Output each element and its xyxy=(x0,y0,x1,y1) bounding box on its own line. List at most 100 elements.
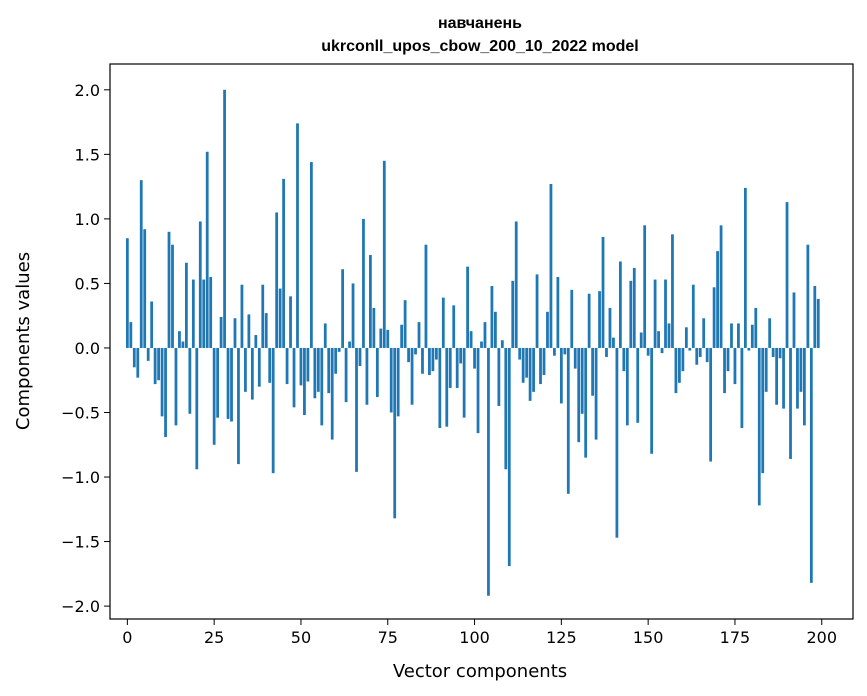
y-axis-label: Components values xyxy=(13,252,34,430)
bar xyxy=(369,255,372,348)
bar xyxy=(181,341,185,348)
bar xyxy=(462,347,466,418)
bar xyxy=(125,238,129,348)
bar xyxy=(539,347,542,385)
bar xyxy=(681,347,685,372)
bar xyxy=(691,284,695,348)
bar xyxy=(448,347,452,388)
bar xyxy=(580,347,584,414)
bar xyxy=(514,221,518,348)
bar xyxy=(559,347,563,404)
y-tick-label: 0.5 xyxy=(75,274,100,293)
bar xyxy=(497,347,501,407)
bar xyxy=(455,347,459,388)
bar xyxy=(393,347,397,519)
bar xyxy=(792,292,796,348)
bar xyxy=(678,347,681,383)
bar xyxy=(289,296,292,348)
bar xyxy=(587,293,591,348)
bar xyxy=(209,276,213,348)
bar xyxy=(803,347,806,426)
bar xyxy=(223,89,226,348)
bar xyxy=(452,305,456,348)
bar xyxy=(396,347,400,417)
bar xyxy=(761,347,765,474)
bar xyxy=(615,347,619,538)
bar xyxy=(275,212,279,348)
x-tick-label: 150 xyxy=(633,628,664,647)
x-tick-label: 175 xyxy=(720,628,751,647)
bar xyxy=(636,347,640,423)
bar xyxy=(424,244,428,348)
bar xyxy=(337,347,341,352)
bar xyxy=(629,280,633,348)
bar xyxy=(664,279,667,348)
bar xyxy=(417,322,421,348)
bar xyxy=(372,307,376,348)
y-axis-ticks: 2.0 1.5 1.0 0.5 0.0 −0.5 −1.0 −1.5 −2.0 xyxy=(61,81,110,616)
bar xyxy=(618,261,622,348)
bar xyxy=(407,347,410,363)
bar xyxy=(174,347,178,426)
bar xyxy=(466,266,469,348)
bar xyxy=(809,347,813,583)
bar xyxy=(688,347,692,351)
bar xyxy=(216,347,220,418)
bar xyxy=(421,347,424,374)
bar xyxy=(750,324,754,348)
bar xyxy=(171,244,174,348)
bar xyxy=(459,347,463,364)
bar xyxy=(650,347,654,454)
bar xyxy=(546,311,549,348)
bar xyxy=(320,347,324,426)
bar xyxy=(410,347,414,405)
bar xyxy=(573,347,577,369)
bar xyxy=(233,318,237,348)
chart-title-line-2: ukrconll_upos_cbow_200_10_2022 model xyxy=(321,38,638,55)
bar xyxy=(695,347,699,365)
bar xyxy=(188,347,192,414)
bar xyxy=(306,347,310,382)
y-tick-label: 2.0 xyxy=(75,81,100,100)
bar xyxy=(358,347,362,367)
x-tick-label: 100 xyxy=(459,628,490,647)
bar xyxy=(702,318,706,348)
bar xyxy=(584,347,588,458)
bar xyxy=(362,218,365,348)
bar xyxy=(431,347,435,372)
bar xyxy=(816,298,820,348)
bar xyxy=(549,184,553,348)
bar xyxy=(341,269,345,348)
x-tick-label: 75 xyxy=(378,628,398,647)
bar xyxy=(254,335,258,348)
bar xyxy=(226,347,230,419)
bars-group xyxy=(125,89,820,596)
bar xyxy=(268,347,272,383)
bar xyxy=(476,347,480,434)
bar xyxy=(237,347,240,465)
bar xyxy=(705,347,709,363)
bar xyxy=(771,347,775,357)
bar xyxy=(723,347,726,394)
bar xyxy=(490,286,494,348)
bar xyxy=(327,347,331,394)
x-tick-label: 125 xyxy=(546,628,577,647)
bar xyxy=(330,347,334,440)
bar xyxy=(754,307,758,348)
bar xyxy=(195,347,199,470)
bar xyxy=(403,300,407,348)
bar xyxy=(716,251,719,348)
y-tick-label: −0.5 xyxy=(61,403,100,422)
y-tick-label: −1.0 xyxy=(61,468,100,487)
bar xyxy=(764,347,768,392)
bar xyxy=(553,347,556,356)
plot-frame xyxy=(109,63,854,620)
bar xyxy=(494,311,497,348)
bar xyxy=(375,347,379,397)
bar xyxy=(789,347,792,459)
bar xyxy=(782,347,785,409)
bar xyxy=(785,202,789,348)
bar xyxy=(400,324,404,348)
bar xyxy=(136,347,140,378)
bar xyxy=(379,328,383,348)
